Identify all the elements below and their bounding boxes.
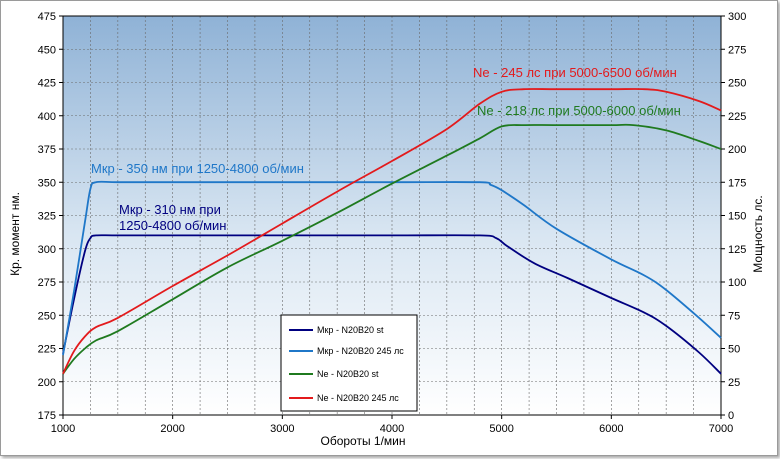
y-right-tick-label: 275 bbox=[728, 44, 746, 56]
y-left-tick-label: 275 bbox=[38, 277, 56, 289]
legend-label-ne-st: Ne - N20B20 st bbox=[317, 369, 379, 379]
annotation-ne-218: Ne - 218 лс при 5000-6000 об/мин bbox=[477, 103, 681, 118]
series-line-mkr-245 bbox=[62, 180, 722, 356]
legend-label-ne-245: Ne - N20B20 245 лс bbox=[317, 393, 399, 403]
y-left-tick-label: 300 bbox=[38, 244, 56, 256]
x-tick-label: 4000 bbox=[380, 423, 404, 435]
y-right-tick-label: 300 bbox=[728, 11, 746, 23]
y-right-tick-label: 150 bbox=[728, 211, 746, 223]
y-left-tick-label: 250 bbox=[38, 310, 56, 322]
y-left-axis-title: Кр. момент нм. bbox=[8, 192, 22, 276]
annotation-mkr-310-line1: Мкр - 310 нм при bbox=[119, 202, 221, 217]
y-left-tick-label: 175 bbox=[38, 410, 56, 422]
y-left-tick-label: 475 bbox=[38, 11, 56, 23]
y-right-tick-label: 125 bbox=[728, 244, 746, 256]
x-tick-label: 1000 bbox=[51, 423, 75, 435]
y-left-tick-label: 425 bbox=[38, 78, 56, 90]
y-right-tick-label: 0 bbox=[728, 410, 734, 422]
y-right-tick-label: 100 bbox=[728, 277, 746, 289]
y-left-tick-label: 450 bbox=[38, 44, 56, 56]
series-line-mkr-st bbox=[62, 234, 722, 375]
x-tick-label: 6000 bbox=[599, 423, 623, 435]
y-right-tick-label: 175 bbox=[728, 177, 746, 189]
x-tick-label: 5000 bbox=[489, 423, 513, 435]
y-right-tick-label: 25 bbox=[728, 377, 740, 389]
y-right-tick-label: 200 bbox=[728, 144, 746, 156]
annotation-ne-245: Ne - 245 лс при 5000-6500 об/мин bbox=[473, 65, 677, 80]
series-lines bbox=[62, 88, 722, 375]
annotation-mkr-310-line2: 1250-4800 об/мин bbox=[119, 218, 226, 233]
annotation-mkr-350: Мкр - 350 нм при 1250-4800 об/мин bbox=[91, 161, 304, 176]
legend-label-mkr-st: Мкр - N20B20 st bbox=[317, 325, 384, 335]
x-tick-label: 3000 bbox=[270, 423, 294, 435]
y-right-tick-label: 75 bbox=[728, 310, 740, 322]
legend: Мкр - N20B20 st Мкр - N20B20 245 лс Ne -… bbox=[280, 314, 418, 412]
y-right-tick-label: 250 bbox=[728, 78, 746, 90]
x-tick-label: 2000 bbox=[160, 423, 184, 435]
x-axis-title: Обороты 1/мин bbox=[320, 434, 405, 448]
y-left-tick-label: 200 bbox=[38, 377, 56, 389]
y-right-axis-title: Мощность лс. bbox=[751, 195, 765, 272]
y-left-tick-label: 225 bbox=[38, 344, 56, 356]
axis-ticks: 1000 2000 3000 4000 5000 6000 7000175200225250… bbox=[38, 11, 747, 435]
y-left-tick-label: 325 bbox=[38, 211, 56, 223]
y-left-tick-label: 350 bbox=[38, 177, 56, 189]
series-line-ne-st bbox=[62, 123, 722, 375]
x-tick-label: 7000 bbox=[709, 423, 733, 435]
y-right-tick-label: 50 bbox=[728, 344, 740, 356]
series-line-ne-245 bbox=[62, 88, 722, 375]
legend-label-mkr-245: Мкр - N20B20 245 лс bbox=[317, 346, 404, 356]
y-left-tick-label: 400 bbox=[38, 111, 56, 123]
y-right-tick-label: 225 bbox=[728, 111, 746, 123]
y-left-tick-label: 375 bbox=[38, 144, 56, 156]
